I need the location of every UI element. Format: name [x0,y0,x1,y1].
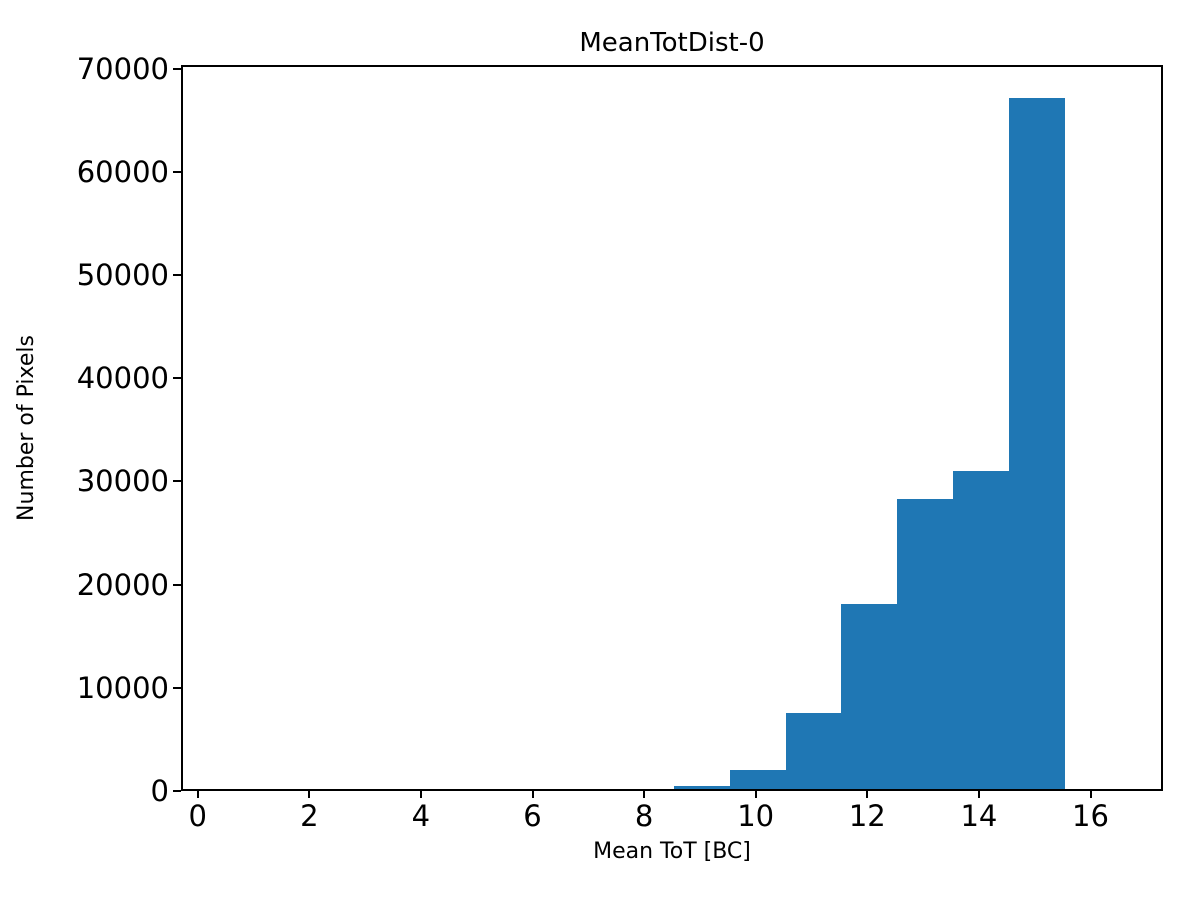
y-tick-label: 0 [150,774,169,808]
y-tick-mark [173,274,181,276]
x-tick-mark [866,790,869,798]
y-tick-mark [173,583,181,586]
x-tick-label: 10 [737,799,775,833]
histogram-bar [953,471,1009,789]
x-tick-mark [419,790,422,798]
y-tick-label: 50000 [76,258,169,292]
y-tick-label: 10000 [76,670,169,705]
histogram-bar [729,770,786,789]
x-tick-label: 0 [188,799,207,833]
x-tick-mark [196,790,199,798]
plot-area [181,65,1163,791]
x-tick-label: 16 [1072,799,1109,833]
y-tick-mark [173,377,181,380]
x-tick-label: 4 [411,799,431,833]
x-tick-mark [308,790,311,798]
x-tick-label: 12 [848,799,886,833]
x-axis-label: Mean ToT [BC] [593,839,751,864]
y-axis-label: Number of Pixels [14,335,39,521]
x-tick-label: 14 [960,799,998,833]
y-tick-mark [173,67,181,70]
x-tick-mark [754,790,757,798]
x-tick-mark [977,790,980,798]
x-tick-mark [643,790,646,798]
x-tick-label: 6 [523,799,542,833]
histogram-bar [674,785,730,789]
x-tick-label: 8 [634,799,654,833]
histogram-bar [785,712,842,789]
x-tick-mark [531,790,534,798]
y-tick-mark [173,686,181,689]
bars-layer [183,67,1161,789]
y-tick-label: 70000 [76,51,169,86]
y-tick-mark [173,170,181,173]
y-tick-label: 60000 [76,154,169,189]
y-tick-mark [173,790,181,792]
x-tick-mark [1089,790,1092,798]
histogram-bar [1008,97,1065,789]
y-tick-label: 20000 [76,567,169,602]
histogram-bar [841,604,898,789]
y-tick-label: 40000 [76,361,169,396]
x-tick-label: 2 [300,799,319,833]
y-tick-mark [173,480,181,483]
histogram-bar [897,499,953,789]
y-tick-label: 30000 [76,464,169,499]
chart-title: MeanTotDist-0 [579,28,765,58]
